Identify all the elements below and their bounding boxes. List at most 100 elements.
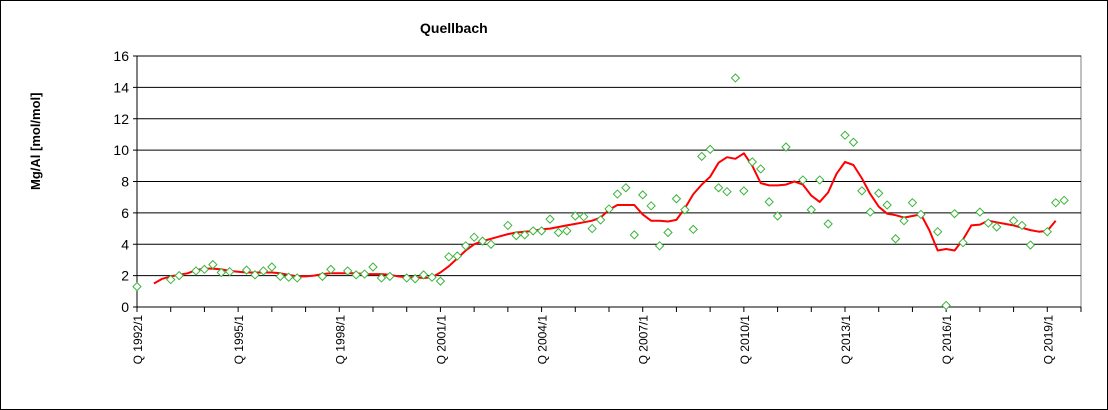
data-point-diamond — [132, 281, 142, 292]
data-point-diamond — [275, 271, 285, 282]
data-point-diamond — [992, 222, 1002, 232]
x-tick-label: Q 2019/1 — [1041, 315, 1055, 365]
data-point-diamond — [756, 164, 766, 174]
data-point-diamond — [933, 226, 943, 237]
data-point-diamond — [477, 236, 488, 246]
data-point-diamond — [840, 130, 850, 140]
data-point-diamond — [1042, 226, 1052, 237]
x-tick-label: Q 1995/1 — [232, 315, 246, 365]
data-point-diamond — [663, 227, 673, 238]
data-point-diamond — [469, 232, 479, 242]
data-point-diamond — [343, 266, 353, 276]
data-point-diamond — [1059, 195, 1069, 206]
data-point-diamond — [798, 175, 808, 185]
data-point-diamond — [267, 262, 277, 272]
data-point-diamond — [739, 186, 749, 196]
data-point-diamond — [882, 200, 892, 210]
data-point-diamond — [520, 230, 530, 240]
data-point-diamond — [511, 230, 521, 241]
data-point-diamond — [899, 216, 909, 226]
data-point-diamond — [258, 266, 269, 276]
data-point-diamond — [250, 270, 260, 280]
data-point-diamond — [815, 175, 825, 185]
x-tick-label: Q 2001/1 — [434, 315, 448, 365]
data-point-diamond — [199, 264, 210, 275]
data-point-diamond — [680, 205, 690, 215]
data-point-diamond — [713, 183, 724, 193]
data-point-diamond — [359, 269, 370, 279]
data-point-diamond — [317, 271, 328, 282]
x-tick-label: Q 1998/1 — [333, 315, 347, 365]
data-point-diamond — [671, 194, 682, 204]
data-point-diamond — [216, 267, 226, 278]
data-point-diamond — [191, 266, 201, 276]
data-point-diamond — [376, 273, 387, 283]
data-point-diamond — [402, 273, 412, 283]
data-point-diamond — [654, 241, 665, 251]
data-point-diamond — [1008, 216, 1019, 226]
data-point-diamond — [536, 226, 547, 236]
x-tick-label: Q 2007/1 — [637, 315, 651, 365]
x-tick-label: Q 1992/1 — [131, 315, 145, 365]
data-point-diamond — [587, 223, 597, 234]
data-point-diamond — [638, 190, 648, 200]
data-point-diamond — [1025, 240, 1036, 250]
data-point-diamond — [579, 212, 589, 222]
data-point-diamond — [444, 252, 454, 262]
data-point-diamond — [604, 204, 614, 214]
y-tick-label: 6 — [121, 205, 129, 221]
y-tick-label: 0 — [121, 299, 129, 315]
data-point-diamond — [351, 270, 361, 280]
data-point-diamond — [486, 239, 496, 249]
data-point-diamond — [166, 274, 176, 285]
data-point-diamond — [722, 186, 732, 197]
data-point-diamond — [284, 272, 294, 282]
data-point-diamond — [747, 157, 757, 167]
data-point-diamond — [570, 211, 580, 221]
x-tick-label: Q 2010/1 — [738, 315, 752, 365]
data-point-diamond — [949, 208, 960, 219]
data-point-diamond — [368, 262, 378, 272]
data-point-diamond — [435, 276, 446, 286]
data-point-diamond — [461, 241, 471, 251]
data-point-diamond — [385, 271, 395, 282]
data-point-diamond — [958, 237, 968, 248]
data-point-diamond — [806, 205, 816, 215]
moving-average-line — [153, 152, 1057, 285]
y-tick-label: 12 — [113, 111, 129, 127]
data-point-diamond — [646, 201, 656, 211]
data-point-diamond — [503, 220, 513, 231]
data-point-diamond — [688, 224, 698, 235]
data-point-diamond — [292, 273, 302, 283]
data-point-diamond — [705, 144, 715, 155]
data-point-diamond — [326, 264, 336, 275]
y-tick-label: 10 — [113, 142, 129, 158]
y-tick-label: 8 — [121, 174, 129, 190]
y-tick-label: 2 — [121, 268, 129, 284]
data-point-diamond — [208, 259, 218, 270]
chart-title: Quellbach — [420, 20, 488, 36]
data-point-diamond — [452, 251, 462, 261]
data-point-diamond — [427, 272, 437, 282]
data-point-diamond — [857, 186, 867, 196]
y-tick-label: 4 — [121, 236, 129, 252]
data-point-diamond — [975, 207, 985, 217]
data-point-diamond — [225, 266, 235, 277]
data-point-diamond — [595, 215, 606, 225]
data-point-diamond — [848, 137, 859, 147]
data-point-diamond — [697, 151, 707, 162]
data-point-diamond — [1051, 197, 1061, 208]
data-point-diamond — [890, 234, 901, 244]
x-tick-label: Q 2013/1 — [839, 315, 853, 365]
x-tick-label: Q 2016/1 — [940, 315, 954, 365]
y-tick-label: 14 — [113, 79, 129, 95]
data-point-diamond — [410, 274, 420, 284]
data-point-diamond — [916, 209, 926, 220]
data-point-diamond — [983, 218, 993, 228]
y-tick-label: 16 — [113, 48, 129, 64]
data-point-diamond — [874, 188, 884, 198]
data-point-diamond — [612, 189, 623, 199]
data-point-diamond — [545, 214, 555, 224]
data-point-diamond — [174, 270, 184, 281]
